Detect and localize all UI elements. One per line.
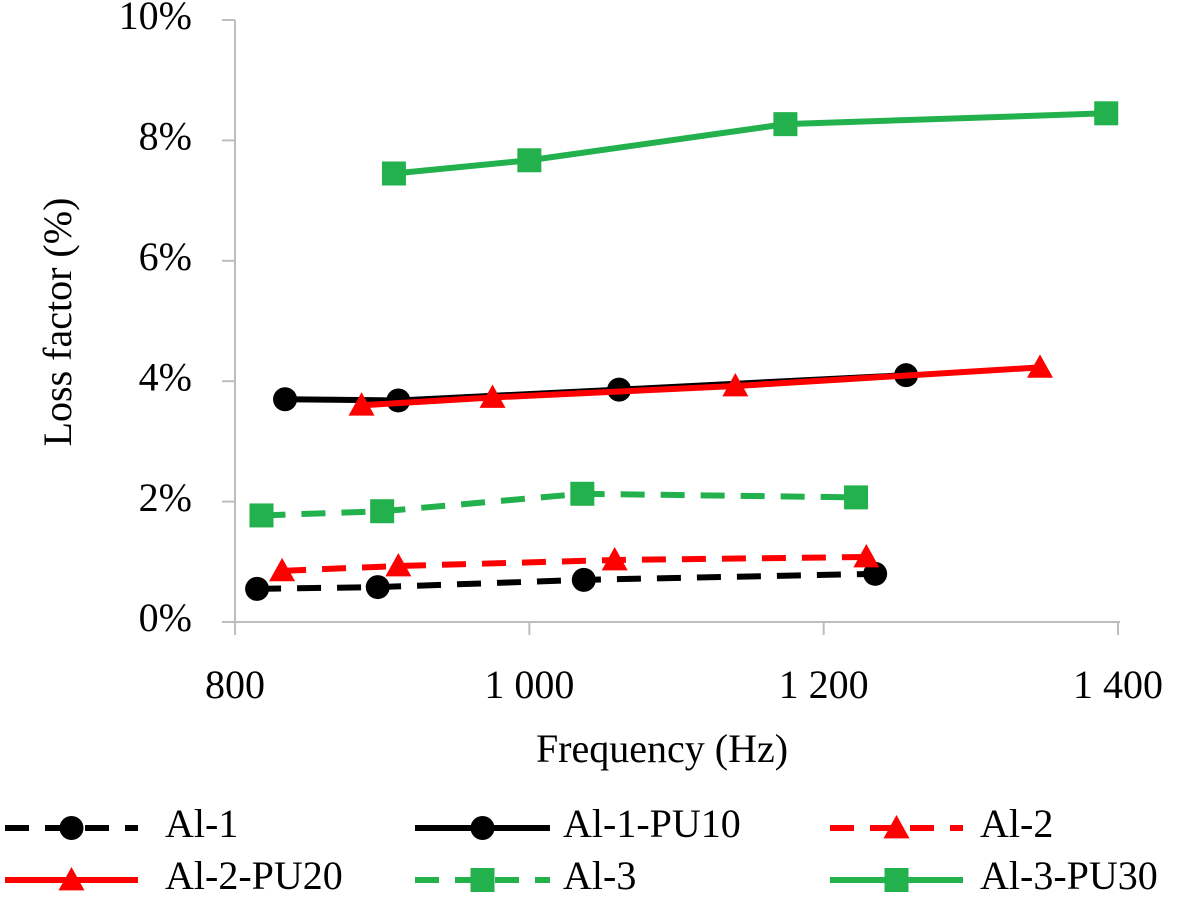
data-point-al-3 xyxy=(370,499,395,524)
series-line-al-3-pu30 xyxy=(393,110,1107,177)
legend-marker xyxy=(470,868,495,892)
series-line-al-1 xyxy=(257,570,876,592)
data-point-al-3-pu30 xyxy=(517,148,542,173)
legend-marker xyxy=(59,816,84,840)
data-point-al-1 xyxy=(863,561,888,586)
legend-label: Al-3 xyxy=(563,853,636,898)
data-point-al-3-pu30 xyxy=(381,161,406,186)
legend-label: Al-3-PU30 xyxy=(980,853,1158,898)
legend-item-al-3-pu30: Al-3-PU30 xyxy=(830,853,1158,898)
data-point-al-3-pu30 xyxy=(1094,101,1119,126)
x-tick-label: 800 xyxy=(205,662,265,707)
data-point-al-3 xyxy=(570,481,595,506)
legend-marker xyxy=(884,868,909,892)
axes: 0% 2% 4% 6% 8% 10% 800 1 000 1 200 1 400 xyxy=(119,0,1163,707)
legend-label: Al-1-PU10 xyxy=(563,801,741,846)
series-al-3-pu30 xyxy=(381,101,1119,186)
series-al-2-pu20 xyxy=(348,354,1054,416)
legend-item-al-1-pu10: Al-1-PU10 xyxy=(415,801,741,846)
legend-label: Al-2-PU20 xyxy=(165,853,343,898)
legend-label: Al-1 xyxy=(165,801,238,846)
legend-item-al-2: Al-2 xyxy=(830,801,1053,846)
y-tick-label: 0% xyxy=(139,595,192,640)
legend-marker xyxy=(470,816,495,840)
data-point-al-3 xyxy=(249,503,274,528)
y-axis-label: Loss factor (%) xyxy=(35,198,80,447)
y-tick-label: 8% xyxy=(139,114,192,159)
data-point-al-3 xyxy=(844,485,869,510)
series-line-al-2 xyxy=(281,553,867,574)
data-point-al-2-pu20 xyxy=(1027,354,1054,378)
legend-marker xyxy=(58,867,85,891)
data-point-al-2 xyxy=(601,546,628,571)
series-line-al-2-pu20 xyxy=(361,364,1041,409)
y-axis-ticks: 0% 2% 4% 6% 8% 10% xyxy=(119,0,235,640)
y-tick-label: 10% xyxy=(119,0,192,38)
legend-item-al-3: Al-3 xyxy=(415,853,636,898)
legend-item-al-2-pu20: Al-2-PU20 xyxy=(5,853,343,898)
y-tick-label: 2% xyxy=(139,475,192,520)
series-line-al-3 xyxy=(261,490,857,519)
y-tick-label: 6% xyxy=(139,234,192,279)
legend-label: Al-2 xyxy=(980,801,1053,846)
data-point-al-1 xyxy=(245,576,270,601)
data-point-al-2-pu20 xyxy=(479,384,506,408)
data-point-al-1-pu10 xyxy=(273,387,298,412)
x-axis-label: Frequency (Hz) xyxy=(536,726,788,771)
series-layer xyxy=(245,101,1119,601)
data-point-al-2 xyxy=(385,553,412,577)
data-point-al-1 xyxy=(365,575,390,600)
x-tick-label: 1 400 xyxy=(1073,662,1163,707)
series-al-1 xyxy=(245,561,888,601)
x-tick-label: 1 200 xyxy=(779,662,869,707)
data-point-al-2-pu20 xyxy=(722,373,749,397)
legend-marker xyxy=(883,815,910,839)
series-al-3 xyxy=(249,481,869,528)
x-axis-ticks: 800 1 000 1 200 1 400 xyxy=(205,622,1163,707)
legend-item-al-1: Al-1 xyxy=(5,801,238,846)
legend: Al-1 Al-1-PU10 Al-2 Al-2-PU20 Al-3 Al-3-PU30 xyxy=(5,801,1158,898)
y-tick-label: 4% xyxy=(139,354,192,399)
data-point-al-2 xyxy=(269,557,296,582)
data-point-al-2-pu20 xyxy=(348,392,375,416)
data-point-al-2 xyxy=(853,543,880,568)
series-al-2 xyxy=(269,543,880,582)
data-point-al-3-pu30 xyxy=(773,112,798,137)
x-tick-label: 1 000 xyxy=(484,662,574,707)
data-point-al-1 xyxy=(571,567,596,592)
